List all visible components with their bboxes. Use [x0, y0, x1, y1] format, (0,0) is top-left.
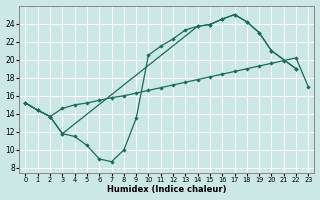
X-axis label: Humidex (Indice chaleur): Humidex (Indice chaleur) [107, 185, 227, 194]
